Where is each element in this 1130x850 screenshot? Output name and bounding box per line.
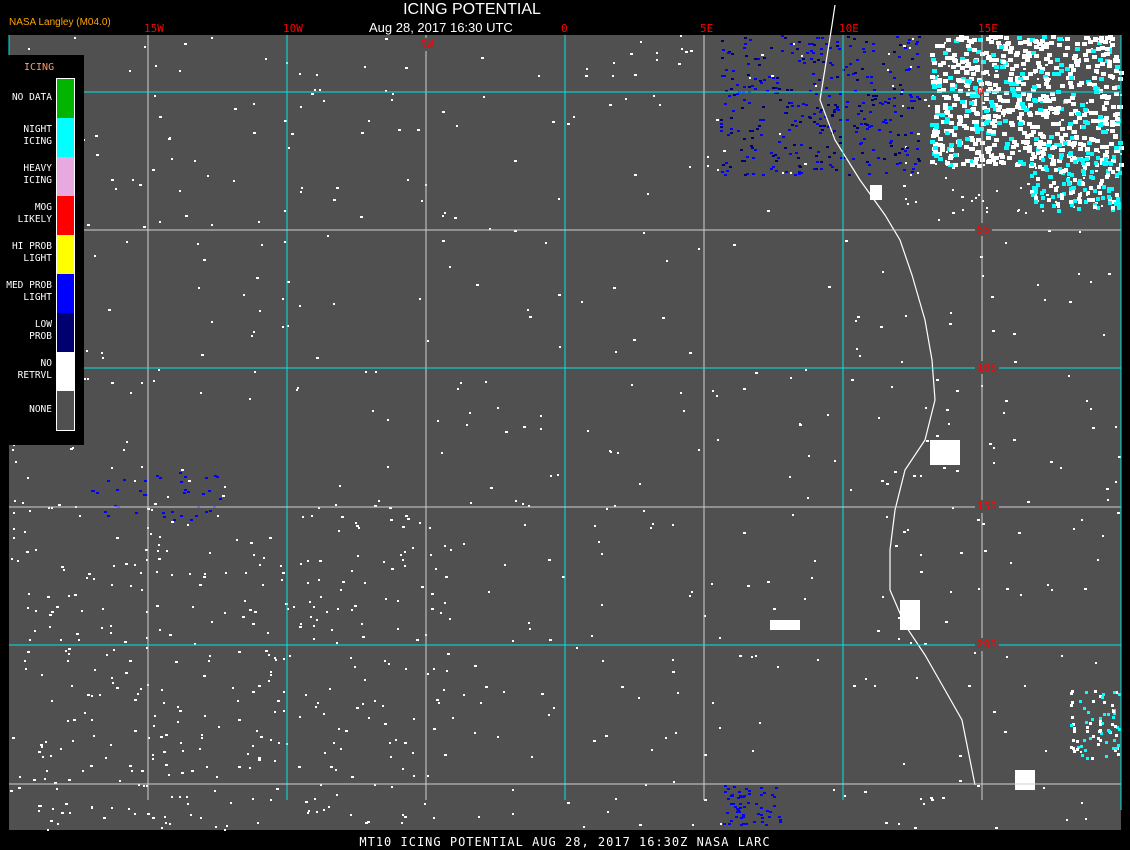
- cloud-pixels: [10, 35, 1124, 831]
- longitude-label: 10W: [283, 22, 303, 35]
- longitude-label: 0: [561, 22, 568, 35]
- legend-title: ICING: [24, 62, 55, 73]
- credit-label: NASA Langley (M04.0): [9, 17, 111, 28]
- legend-swatch: [57, 352, 74, 391]
- longitude-label: 5W: [418, 38, 436, 51]
- legend-color-bar: [56, 78, 75, 431]
- longitude-label: 10E: [839, 22, 859, 35]
- legend-swatch: [57, 274, 74, 313]
- legend-label: NO RETRVL: [17, 358, 52, 381]
- longitude-label: 15W: [144, 22, 164, 35]
- legend-swatch: [57, 118, 74, 157]
- legend-label: NIGHT ICING: [23, 124, 52, 147]
- legend-label: HEAVY ICING: [23, 163, 52, 186]
- legend-swatch: [57, 196, 74, 235]
- footer-caption: MT10 ICING POTENTIAL AUG 28, 2017 16:30Z…: [359, 835, 771, 849]
- longitude-label: 15E: [978, 22, 998, 35]
- legend-swatch: [57, 157, 74, 196]
- icing-legend: ICING NO DATA NIGHT ICING HEAVY ICING MOG L…: [0, 55, 84, 445]
- coastline: [819, 4, 976, 786]
- latitude-label: 20S: [975, 638, 999, 651]
- map-title: ICING POTENTIAL: [403, 1, 541, 18]
- latitude-label: 5S: [975, 223, 993, 236]
- legend-swatch: [57, 235, 74, 274]
- legend-label: MED PROB LIGHT: [6, 280, 52, 303]
- legend-swatch: [57, 313, 74, 352]
- latitude-label: 0: [977, 85, 984, 98]
- latitude-label: 15S: [975, 500, 999, 513]
- legend-label: NO DATA: [11, 92, 52, 103]
- latitude-label: 10S: [975, 361, 999, 374]
- legend-label: HI PROB LIGHT: [11, 241, 52, 264]
- legend-label: LOW PROB: [29, 319, 52, 342]
- legend-swatch: [57, 79, 74, 118]
- map-timestamp: Aug 28, 2017 16:30 UTC: [369, 20, 513, 35]
- legend-label: MOG LIKELY: [17, 202, 52, 225]
- longitude-label: 5E: [700, 22, 714, 35]
- legend-label: NONE: [29, 404, 52, 415]
- legend-swatch: [57, 391, 74, 430]
